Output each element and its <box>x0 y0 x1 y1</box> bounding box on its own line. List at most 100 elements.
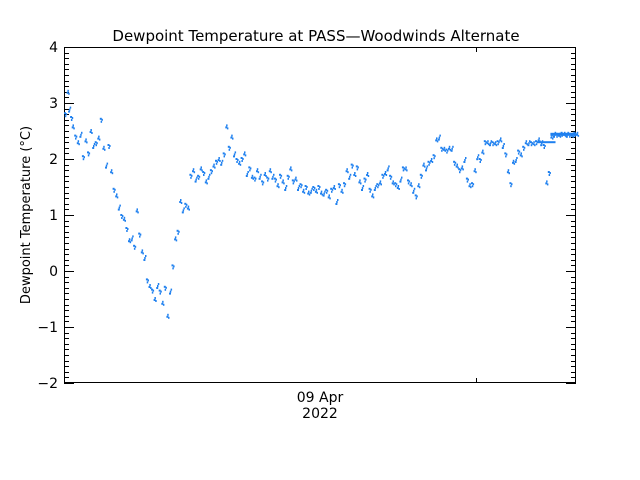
data-point <box>254 179 256 182</box>
data-point <box>64 115 67 118</box>
data-point <box>173 265 175 268</box>
data-point <box>205 179 208 182</box>
data-point <box>279 176 282 179</box>
data-point <box>378 182 381 185</box>
data-point <box>68 92 70 95</box>
data-point <box>523 146 526 149</box>
data-point <box>290 169 293 172</box>
data-point <box>437 138 440 141</box>
data-point <box>311 187 313 190</box>
data-point <box>497 143 499 146</box>
data-point <box>572 135 574 138</box>
data-point <box>349 175 351 178</box>
data-point <box>518 150 521 153</box>
data-point <box>317 185 320 187</box>
data-point <box>499 139 502 142</box>
data-point <box>72 124 74 127</box>
data-point <box>490 140 493 143</box>
data-point <box>110 169 113 172</box>
data-point <box>300 186 302 189</box>
data-point <box>360 182 362 185</box>
data-point <box>172 267 174 270</box>
data-point <box>306 186 308 188</box>
data-point <box>246 173 249 175</box>
data-point <box>215 159 217 162</box>
data-point <box>476 158 479 161</box>
data-point <box>369 190 371 193</box>
data-point <box>525 140 528 143</box>
data-point <box>312 186 315 188</box>
data-point <box>552 137 554 140</box>
data-point <box>284 189 287 191</box>
data-point <box>69 106 72 109</box>
data-point <box>462 168 464 171</box>
data-point <box>243 153 246 156</box>
data-point <box>389 177 392 180</box>
data-point <box>197 174 200 177</box>
data-point <box>418 186 421 189</box>
data-point <box>75 137 77 140</box>
data-point <box>82 158 85 161</box>
data-point <box>444 149 446 152</box>
data-point <box>151 291 154 294</box>
data-point <box>423 162 425 165</box>
data-point <box>110 171 113 174</box>
data-point <box>93 145 95 147</box>
data-point <box>488 143 490 146</box>
data-point <box>363 177 366 180</box>
data-point <box>447 149 449 152</box>
data-point <box>534 144 536 147</box>
data-point <box>464 159 466 161</box>
data-point <box>187 205 190 208</box>
data-point <box>107 144 110 146</box>
data-point <box>430 160 433 162</box>
data-point <box>214 166 216 169</box>
data-point <box>291 179 294 182</box>
data-point <box>392 180 394 183</box>
data-point <box>537 139 540 142</box>
data-point <box>337 183 340 186</box>
data-point <box>249 169 251 172</box>
y-axis-tick-labels: 4 3 2 1 0 −1 −2 <box>37 40 58 392</box>
data-point <box>526 143 528 146</box>
data-point <box>157 283 160 285</box>
data-point <box>154 297 156 299</box>
data-point <box>219 160 221 162</box>
data-point <box>296 179 298 182</box>
data-point <box>106 162 109 165</box>
data-point <box>256 170 258 173</box>
data-point <box>500 140 503 143</box>
data-point <box>428 163 430 166</box>
data-point <box>222 152 225 155</box>
data-point <box>263 174 266 176</box>
data-point <box>119 204 121 207</box>
data-point <box>470 186 472 189</box>
data-point <box>448 147 450 150</box>
data-point <box>227 145 230 148</box>
data-point <box>506 171 509 174</box>
data-point <box>276 185 279 188</box>
data-point <box>548 174 551 176</box>
data-point <box>71 126 74 129</box>
data-point <box>440 146 443 149</box>
data-point <box>529 141 532 144</box>
data-point <box>283 182 285 185</box>
data-point <box>436 140 439 143</box>
data-point <box>257 171 260 174</box>
data-point <box>130 239 133 242</box>
data-point <box>327 196 330 199</box>
data-point <box>108 147 110 149</box>
data-point <box>466 180 469 183</box>
data-point <box>553 135 555 138</box>
data-point <box>493 142 495 145</box>
data-point <box>134 245 137 248</box>
data-point <box>471 185 474 188</box>
data-point <box>315 188 318 191</box>
data-point <box>144 257 146 259</box>
data-point <box>517 149 520 152</box>
data-point <box>376 183 379 186</box>
data-point <box>329 197 331 200</box>
data-point <box>238 160 241 163</box>
data-point <box>335 203 338 205</box>
data-point <box>432 154 435 157</box>
